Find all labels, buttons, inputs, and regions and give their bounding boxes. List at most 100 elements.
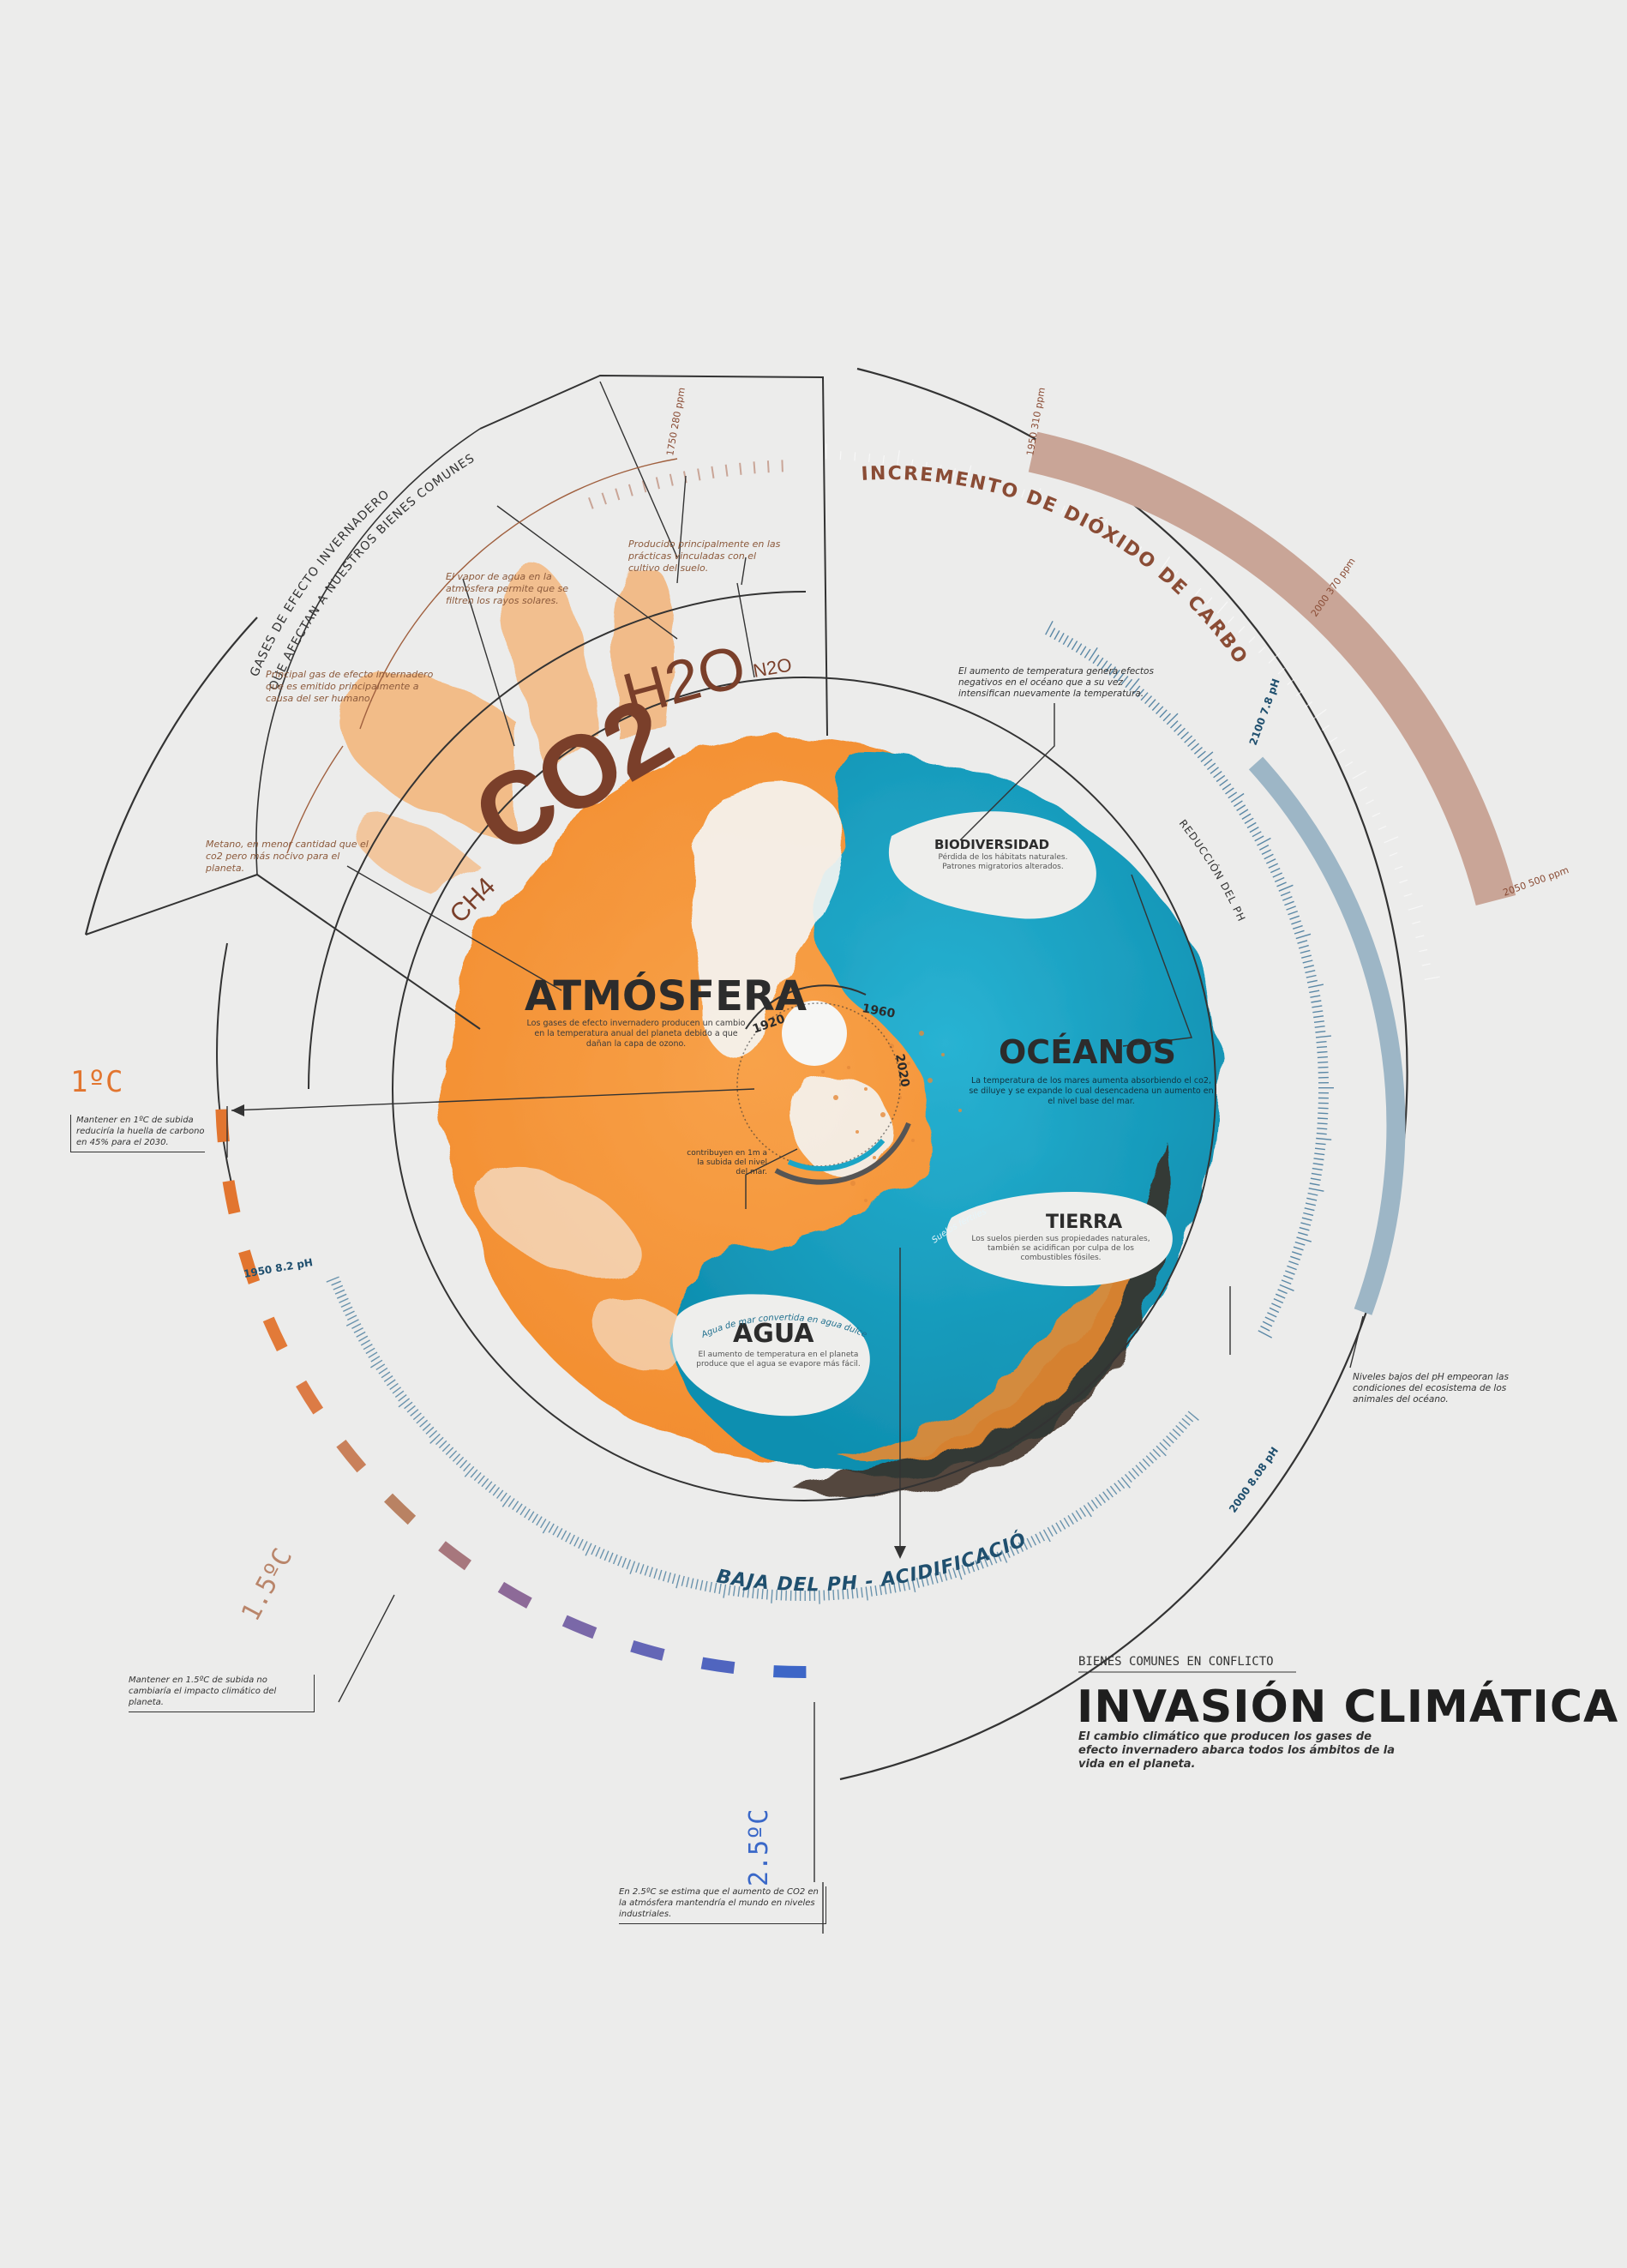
scale-tick — [882, 454, 885, 464]
temperature-dash — [296, 1380, 324, 1415]
callout-lines — [226, 381, 1364, 1934]
co2-scale — [588, 431, 1516, 980]
scale-tick — [500, 1492, 507, 1502]
scale-tick — [1007, 484, 1012, 493]
scale-tick — [1062, 635, 1069, 646]
scale-tick — [1124, 1473, 1132, 1483]
temperature-dash — [336, 1439, 367, 1473]
scale-tick — [429, 1429, 438, 1439]
scale-tick — [470, 1469, 478, 1478]
scale-tick — [1170, 720, 1179, 729]
scale-tick — [1191, 743, 1200, 751]
temperature-dash — [773, 1665, 807, 1679]
scale-tick — [884, 1584, 887, 1595]
scale-tick — [392, 1387, 402, 1394]
scale-tick — [1239, 809, 1249, 815]
scale-tick — [512, 1501, 519, 1510]
scale-tick — [1252, 831, 1262, 838]
scale-tick — [1282, 1274, 1294, 1280]
scale-tick — [370, 1356, 381, 1363]
scale-tick — [1142, 1458, 1150, 1467]
scale-tick — [952, 468, 956, 478]
scale-tick — [952, 1567, 958, 1579]
scale-tick — [464, 1465, 475, 1477]
scale-tick — [1120, 1477, 1131, 1489]
scale-tick — [621, 1557, 627, 1568]
scale-tick — [1300, 949, 1311, 954]
scale-tick — [1183, 579, 1190, 587]
scale-tick — [1248, 635, 1256, 643]
scale-tick — [1042, 1529, 1051, 1543]
temperature-dash — [222, 1180, 241, 1215]
scale-tick — [1298, 1231, 1308, 1236]
scale-tick — [1288, 1260, 1299, 1266]
scale-tick — [1045, 620, 1054, 635]
scale-tick — [1092, 654, 1100, 665]
scale-tick — [1204, 758, 1213, 767]
scale-tick — [1318, 1107, 1329, 1110]
agua-title: AGUA — [733, 1319, 814, 1349]
scale-tick — [1284, 900, 1294, 906]
scale-tick — [839, 451, 842, 460]
scale-tick — [1129, 677, 1140, 691]
scale-tick — [1287, 678, 1294, 685]
scale-tick — [897, 450, 900, 466]
biodiversidad-title: BIODIVERSIDAD — [934, 837, 1049, 852]
scale-tick — [1285, 1270, 1295, 1275]
scale-tick — [742, 1586, 745, 1597]
scale-tick — [1281, 1279, 1292, 1285]
scale-tick — [1344, 761, 1354, 767]
scale-tick — [1412, 921, 1421, 924]
scale-tick — [911, 1579, 916, 1593]
scale-tick — [1156, 706, 1164, 714]
scale-tick — [412, 1412, 422, 1421]
scale-tick — [1055, 1522, 1062, 1532]
scale-tick — [1378, 825, 1387, 831]
scale-tick — [957, 1566, 963, 1580]
scale-tick — [827, 1590, 830, 1601]
gas-wedge — [479, 374, 828, 737]
ph-right-start: 2100 7.8 pH — [1247, 677, 1282, 748]
scale-tick — [1384, 836, 1399, 844]
scale-tick — [334, 1289, 345, 1295]
scale-tick — [653, 1568, 658, 1579]
scale-tick — [1114, 1483, 1121, 1492]
scale-tick — [363, 1343, 373, 1351]
scale-tick — [781, 460, 783, 472]
scale-tick — [868, 453, 871, 462]
scale-tick — [1403, 893, 1413, 897]
scale-tick — [489, 1483, 496, 1494]
scale-tick — [1148, 699, 1156, 708]
section-titles: ATMÓSFERA OCÉANOS BIODIVERSIDAD TIERRA A… — [525, 837, 1176, 1349]
scale-tick — [1178, 1421, 1187, 1429]
scale-tick — [524, 1508, 531, 1519]
scale-tick — [1317, 1122, 1328, 1125]
co2-mark-start: 1750 280 ppm — [664, 387, 687, 457]
oceanos-text: La temperatura de los mares aumenta abso… — [969, 1076, 1214, 1106]
scale-tick — [695, 1579, 699, 1590]
scale-tick — [1312, 1010, 1324, 1014]
scale-tick — [1049, 628, 1056, 638]
scale-tick — [939, 1572, 943, 1582]
scale-tick — [578, 1538, 584, 1549]
particle-spray — [821, 1031, 962, 1202]
scale-tick — [1095, 1496, 1102, 1507]
scale-tick — [565, 1532, 572, 1543]
scale-tick — [1162, 1438, 1171, 1447]
scale-tick — [381, 1371, 391, 1379]
scale-tick — [1267, 1312, 1277, 1318]
scale-tick — [686, 1577, 690, 1588]
scale-tick — [939, 465, 942, 474]
scale-tick — [1124, 538, 1130, 547]
outer-ring-left — [84, 617, 258, 935]
note-h2o: El vapor de agua en la atmósfera permite… — [446, 571, 568, 606]
scale-tick — [333, 1284, 344, 1290]
scale-tick — [422, 1423, 431, 1431]
temperature-dash — [700, 1657, 735, 1675]
scale-tick — [365, 1347, 375, 1355]
scale-tick — [1096, 657, 1104, 667]
scale-tick — [1289, 915, 1300, 920]
temp-1c-label: 1ºC — [70, 1065, 123, 1099]
scale-tick — [585, 1543, 592, 1556]
scale-tick — [854, 452, 856, 461]
